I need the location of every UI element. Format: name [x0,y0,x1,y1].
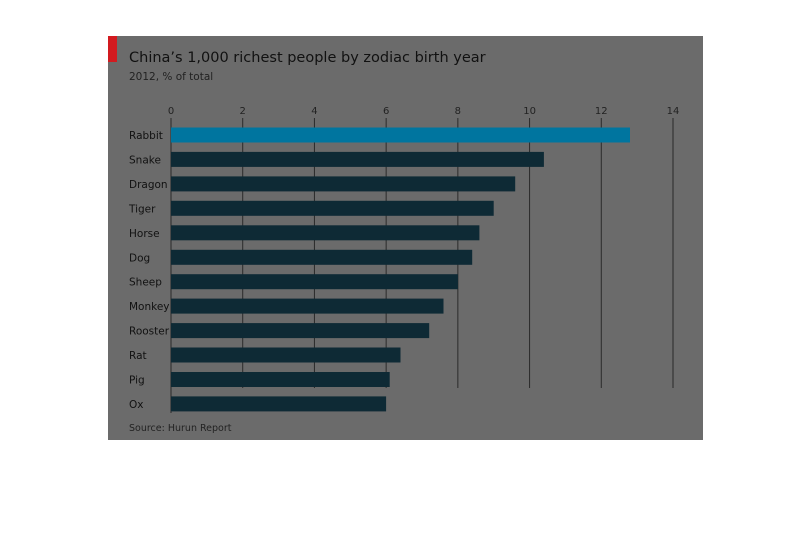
bar [171,396,387,412]
bar [171,151,544,167]
category-label: Sheep [129,277,162,289]
bar [171,127,630,143]
category-label: Monkey [129,301,170,313]
category-label: Dog [129,252,150,264]
x-tick-label: 14 [667,106,680,117]
category-label: Ox [129,399,143,411]
x-tick-label: 12 [595,106,608,117]
x-tick-label: 8 [455,106,461,117]
bar [171,274,458,290]
chart-subtitle: 2012, % of total [129,71,213,83]
x-tick-label: 6 [383,106,389,117]
x-tick-label: 4 [311,106,317,117]
x-axis-ticks: 0 2 4 6 8 10 12 14 [168,106,680,117]
chart-title: China’s 1,000 richest people by zodiac b… [129,50,486,66]
category-label: Dragon [129,179,168,191]
category-label: Pig [129,375,145,387]
x-tick-label: 10 [523,106,536,117]
category-label: Rooster [129,326,170,338]
category-label: Horse [129,228,160,240]
category-label: Tiger [128,203,156,215]
bar [171,249,473,265]
bar [171,372,390,387]
source-note: Source: Hurun Report [129,423,232,434]
category-label: Rabbit [129,130,163,142]
bar [171,347,401,363]
category-labels: Rabbit Snake Dragon Tiger Horse Dog Sheep Monke… [128,130,170,411]
category-label: Snake [129,154,161,166]
category-label: Rat [129,350,147,362]
bars [171,127,630,412]
bar [171,225,480,241]
bar [171,323,430,339]
bar [171,298,444,314]
bar [171,176,516,192]
x-tick-label: 2 [240,106,246,117]
corner-tag [108,36,117,62]
x-tick-label: 0 [168,106,174,117]
bar [171,200,494,216]
